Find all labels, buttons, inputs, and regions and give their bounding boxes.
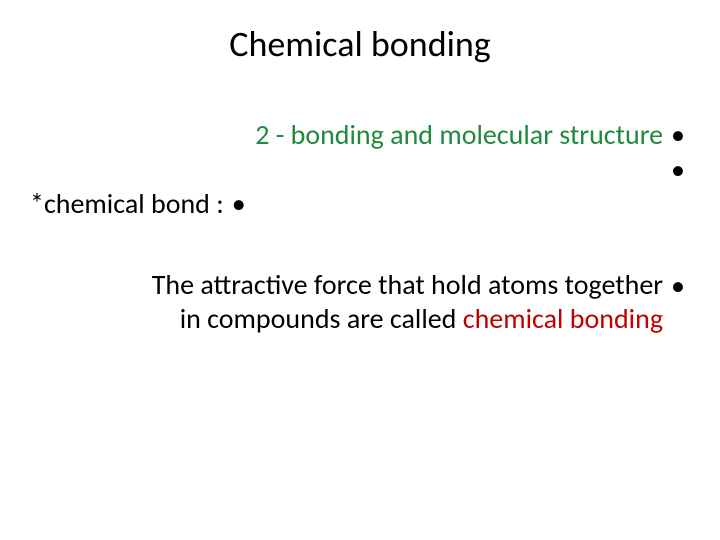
bullet-icon: •: [232, 186, 246, 221]
bullet-icon: •: [671, 117, 685, 152]
definition-text: The attractive force that hold atoms tog…: [152, 268, 663, 335]
definition-line1: The attractive force that hold atoms tog…: [152, 267, 663, 302]
definition-label-row: *chemical bond : •: [30, 186, 246, 221]
definition-term: chemical bonding: [463, 301, 663, 336]
page-title: Chemical bonding: [0, 0, 720, 66]
subtitle-row: 2 - bonding and molecular structure •: [255, 117, 685, 152]
definition-label: *chemical bond :: [30, 186, 224, 221]
bullet-icon: •: [671, 268, 685, 303]
definition-paragraph: The attractive force that hold atoms tog…: [42, 268, 685, 335]
definition-line2-pre: in compounds are called: [180, 301, 463, 336]
bullet-icon: •: [671, 152, 685, 187]
subtitle-text: 2 - bonding and molecular structure: [255, 117, 663, 152]
